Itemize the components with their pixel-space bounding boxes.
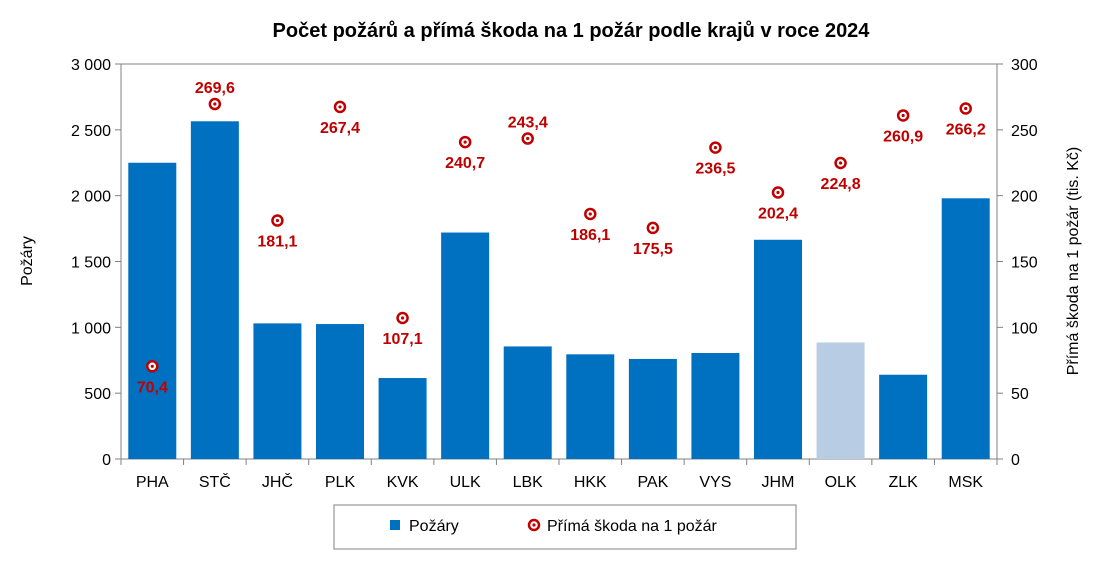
bar	[128, 162, 177, 459]
data-label: 181,1	[257, 234, 297, 251]
point-marker-dot	[400, 316, 405, 320]
bar	[941, 198, 990, 460]
right-axis: 0 50 100 150 200 250 300	[997, 57, 1038, 469]
point-marker-dot	[213, 102, 217, 106]
x-tick-label: STČ	[199, 472, 231, 491]
left-axis: 0 500 1 000 1 500 2 000 2 500 3 000	[71, 57, 121, 469]
point-marker-dot	[776, 190, 780, 195]
data-label: 224,8	[821, 176, 861, 193]
point-marker-dot	[651, 226, 655, 230]
x-tick-label: PAK	[637, 474, 668, 491]
legend-point-swatch-dot	[532, 523, 536, 527]
data-label: 175,5	[633, 241, 673, 258]
y2-tick-label: 50	[1011, 386, 1029, 403]
y-tick-label: 2 500	[71, 123, 111, 140]
point-marker-dot	[463, 140, 467, 144]
point-marker-dot	[901, 113, 905, 118]
y2-tick-label: 150	[1011, 255, 1038, 272]
point-marker-dot	[338, 105, 342, 109]
data-label: 266,2	[946, 122, 986, 139]
x-tick-label: JHM	[762, 474, 795, 491]
x-tick-label: PLK	[325, 474, 356, 491]
bar	[316, 324, 364, 459]
legend: Požáry Přímá škoda na 1 požár	[333, 504, 797, 550]
y2-tick-label: 300	[1011, 57, 1038, 74]
x-tick-label: LBK	[513, 474, 544, 491]
chart-title: Počet požárů a přímá škoda na 1 požár po…	[273, 20, 871, 42]
y-axis-title: Požáry	[19, 236, 36, 286]
x-tick-label: JHČ	[262, 472, 293, 491]
y2-axis-title: Přímá škoda na 1 požár (tis. Kč)	[1065, 147, 1082, 376]
x-tick-label: VYS	[699, 474, 731, 491]
x-tick-label: KVK	[387, 474, 419, 491]
y2-tick-label: 200	[1011, 189, 1038, 206]
legend-box	[333, 504, 797, 550]
y-tick-label: 500	[84, 386, 111, 403]
bar	[754, 239, 802, 459]
x-tick-label: PHA	[136, 474, 169, 491]
bar	[879, 374, 928, 459]
y2-tick-label: 250	[1011, 123, 1038, 140]
legend-item-damage: Přímá škoda na 1 požár	[547, 518, 718, 535]
point-marker-dot	[150, 364, 154, 368]
point-marker-dot	[838, 161, 843, 165]
bar	[816, 342, 865, 459]
data-label: 236,5	[695, 161, 735, 178]
data-label: 269,6	[195, 80, 235, 97]
data-label: 107,1	[383, 331, 423, 348]
x-tick-label: MSK	[948, 474, 983, 491]
point-marker-dot	[713, 146, 718, 150]
legend-item-fires: Požáry	[409, 518, 459, 535]
bar	[190, 121, 239, 460]
point-marker-dot	[275, 218, 280, 223]
data-label: 267,4	[320, 120, 360, 137]
point-marker-dot	[588, 212, 592, 216]
bar	[628, 358, 677, 459]
bar	[691, 353, 740, 459]
y-tick-label: 1 500	[71, 255, 111, 272]
data-label: 240,7	[445, 155, 485, 172]
y-tick-label: 0	[102, 452, 111, 469]
data-label: 243,4	[508, 115, 548, 132]
data-label: 186,1	[570, 227, 610, 244]
bar	[378, 378, 427, 459]
bar	[566, 354, 615, 459]
plot-area	[120, 63, 998, 460]
point-marker-dot	[526, 136, 530, 141]
bar-series	[128, 121, 990, 460]
y-tick-label: 1 000	[71, 320, 111, 337]
y-tick-label: 3 000	[71, 57, 111, 74]
bar	[441, 232, 490, 459]
y2-tick-label: 0	[1011, 452, 1020, 469]
x-tick-label: OLK	[825, 474, 857, 491]
y-tick-label: 2 000	[71, 189, 111, 206]
bar	[253, 323, 302, 459]
point-series: 70,4 269,6 181,1 267,4 107,1 240,7 243,4 186,1 1…	[137, 80, 986, 396]
y2-tick-label: 100	[1011, 320, 1038, 337]
data-label: 70,4	[137, 379, 168, 396]
bar	[503, 346, 552, 459]
x-tick-label: HKK	[574, 474, 607, 491]
data-label: 260,9	[883, 128, 923, 145]
legend-bar-swatch	[390, 520, 400, 530]
data-label: 202,4	[758, 206, 798, 223]
point-marker-dot	[964, 106, 968, 111]
x-axis: PHA STČ JHČ PLK KVK ULK LBK HKK PAK VYS JHM OLK ZLK M…	[120, 459, 998, 491]
x-tick-label: ZLK	[888, 474, 918, 491]
x-tick-label: ULK	[450, 474, 481, 491]
